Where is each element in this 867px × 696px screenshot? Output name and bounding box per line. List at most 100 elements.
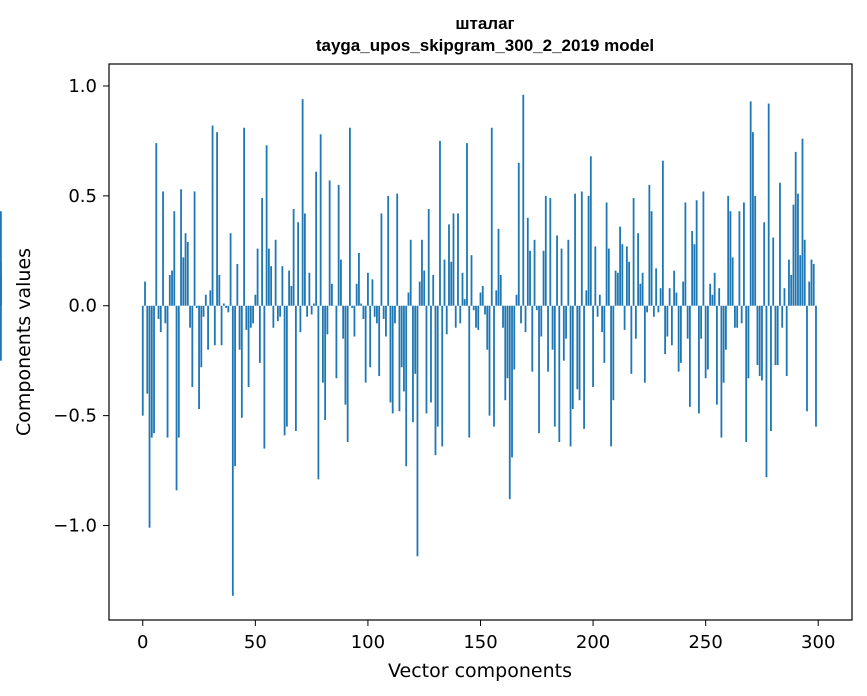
bar-110	[389, 305, 392, 403]
bar-202	[596, 305, 599, 317]
bar-56	[267, 248, 270, 306]
bar-253	[711, 294, 714, 306]
bar-series	[0, 94, 817, 596]
bar-285	[783, 288, 786, 306]
bar-54	[263, 305, 266, 449]
bar-76	[312, 303, 315, 306]
bar-143	[463, 299, 466, 306]
bar-42	[236, 263, 239, 306]
bar-86	[335, 305, 338, 379]
bar-89	[342, 305, 345, 339]
bar-5	[153, 305, 155, 434]
bar-257	[720, 305, 723, 438]
bar-139	[454, 305, 457, 328]
bar-259	[725, 305, 727, 350]
bar-194	[578, 305, 581, 401]
bar-92	[349, 127, 351, 306]
bar-60	[276, 305, 279, 322]
bar-121	[414, 305, 417, 374]
bar-124	[421, 239, 423, 306]
bar-27	[202, 305, 205, 317]
bar-97	[360, 303, 363, 306]
bar-279	[770, 305, 772, 431]
bar-252	[709, 283, 712, 306]
bar-16	[177, 305, 180, 438]
bar-142	[461, 272, 464, 306]
bar-55	[265, 145, 268, 306]
bar-93	[351, 305, 354, 308]
bar-237	[675, 292, 678, 306]
bar-104	[376, 305, 378, 324]
bar-111	[391, 305, 394, 414]
bar-178	[542, 250, 545, 306]
bar-294	[803, 239, 806, 306]
bar-160	[502, 305, 504, 328]
bar-190	[569, 305, 572, 447]
bar-103	[373, 305, 376, 317]
bar-53	[261, 198, 263, 306]
bar-88	[340, 259, 342, 306]
bar-297	[810, 259, 813, 306]
bar-70	[299, 305, 302, 333]
bar-276	[763, 222, 766, 306]
bar-32	[213, 305, 216, 346]
bar-128	[430, 305, 432, 403]
y-tick-label: 0.5	[68, 186, 97, 207]
bar-220	[637, 233, 640, 306]
bar-90	[344, 305, 347, 405]
bar-208	[610, 305, 612, 447]
bar-223	[643, 305, 646, 383]
bar-21	[189, 305, 191, 328]
bar-79	[319, 134, 322, 306]
bar-204	[601, 305, 603, 333]
bar-287	[788, 259, 790, 306]
bar-179	[544, 195, 547, 306]
bar-15	[175, 305, 178, 491]
bar-235	[670, 305, 673, 346]
bar-231	[661, 160, 664, 306]
bar-44	[240, 305, 243, 418]
bar-278	[767, 103, 770, 306]
bar-10	[164, 305, 167, 324]
bar-196	[583, 305, 585, 429]
bar-258	[722, 305, 725, 383]
chart-title: шталаг	[455, 14, 514, 33]
bar-137	[450, 261, 453, 306]
bar-112	[394, 305, 396, 324]
bar-72	[303, 213, 306, 306]
bar-11	[166, 305, 169, 438]
bar-152	[484, 305, 486, 315]
bar-18	[182, 257, 185, 306]
bar-149	[477, 305, 480, 330]
bar-230	[659, 288, 662, 306]
bar-201	[594, 246, 597, 306]
bar-207	[607, 248, 610, 306]
bar-127	[427, 209, 430, 306]
bar-174	[533, 239, 536, 306]
bar-284	[781, 305, 784, 328]
bar-298	[812, 263, 815, 306]
bar-233	[666, 305, 669, 337]
bar-13	[171, 270, 173, 306]
bar-12	[168, 274, 171, 306]
bar-219	[634, 305, 637, 339]
bar-226	[650, 211, 653, 306]
bar-250	[704, 305, 707, 379]
bar-133	[441, 305, 444, 447]
bar-3	[148, 305, 151, 528]
bar-154	[488, 305, 491, 416]
bar-281	[774, 305, 777, 366]
bar-105	[378, 305, 381, 377]
bar-130	[434, 305, 437, 456]
bar-183	[553, 305, 556, 427]
bar-172	[529, 250, 531, 306]
bar-61	[279, 305, 282, 317]
bar-224	[646, 305, 649, 313]
bar-199	[589, 156, 592, 306]
bar-283	[779, 182, 781, 306]
bar-272	[754, 195, 757, 306]
bar-266	[740, 305, 743, 324]
bar-293	[801, 138, 804, 306]
bar-248	[700, 305, 703, 339]
bar-211	[616, 272, 619, 306]
